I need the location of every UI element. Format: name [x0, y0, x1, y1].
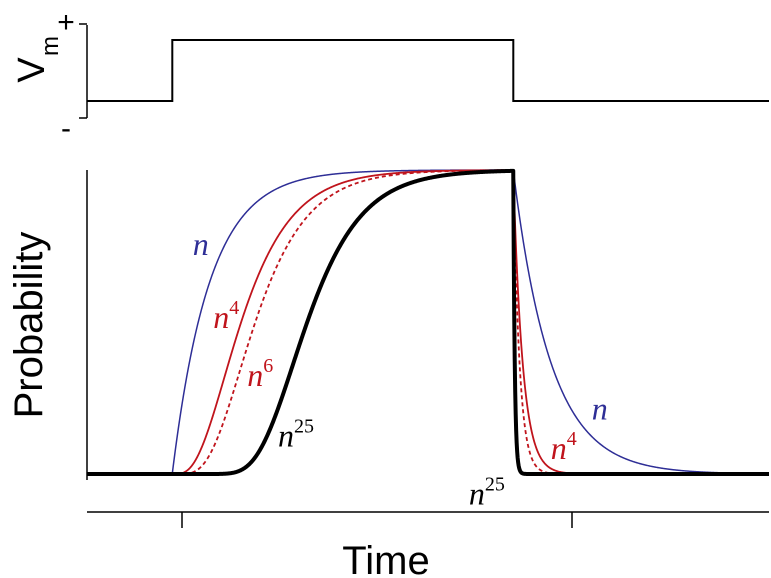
curve-label-exponent: 25 [485, 473, 505, 495]
curve-n-power-1 [86, 169, 770, 475]
curve-label-exponent: 6 [263, 355, 273, 377]
curve-label-exponent: 4 [567, 428, 577, 450]
curve-n-power-25 [85, 168, 771, 476]
probability-curves [85, 168, 771, 476]
voltage-trace [87, 39, 769, 102]
y-axis-label: Probability [7, 232, 51, 419]
voltage-plus-label: + [57, 6, 75, 39]
curve-label-exponent: 25 [294, 416, 314, 438]
curve-label-5: n4 [551, 428, 577, 466]
curve-label-3: n25 [278, 416, 314, 454]
x-axis-label: Time [342, 539, 429, 578]
curve-label-exponent: 4 [229, 297, 239, 319]
curve-label-4: n [592, 390, 608, 426]
curve-label-1: n4 [213, 297, 239, 335]
voltage-minus-label: - [61, 112, 71, 145]
voltage-y-label-subscript: m [37, 36, 64, 56]
curve-label-0: n [193, 226, 209, 262]
curve-label-6: n25 [469, 473, 505, 511]
voltage-panel: + - V m [11, 6, 769, 145]
curve-n-power-6 [86, 169, 770, 475]
voltage-y-label: V [11, 57, 53, 83]
curve-label-2: n6 [247, 355, 273, 393]
curve-n-power-4 [86, 169, 770, 475]
